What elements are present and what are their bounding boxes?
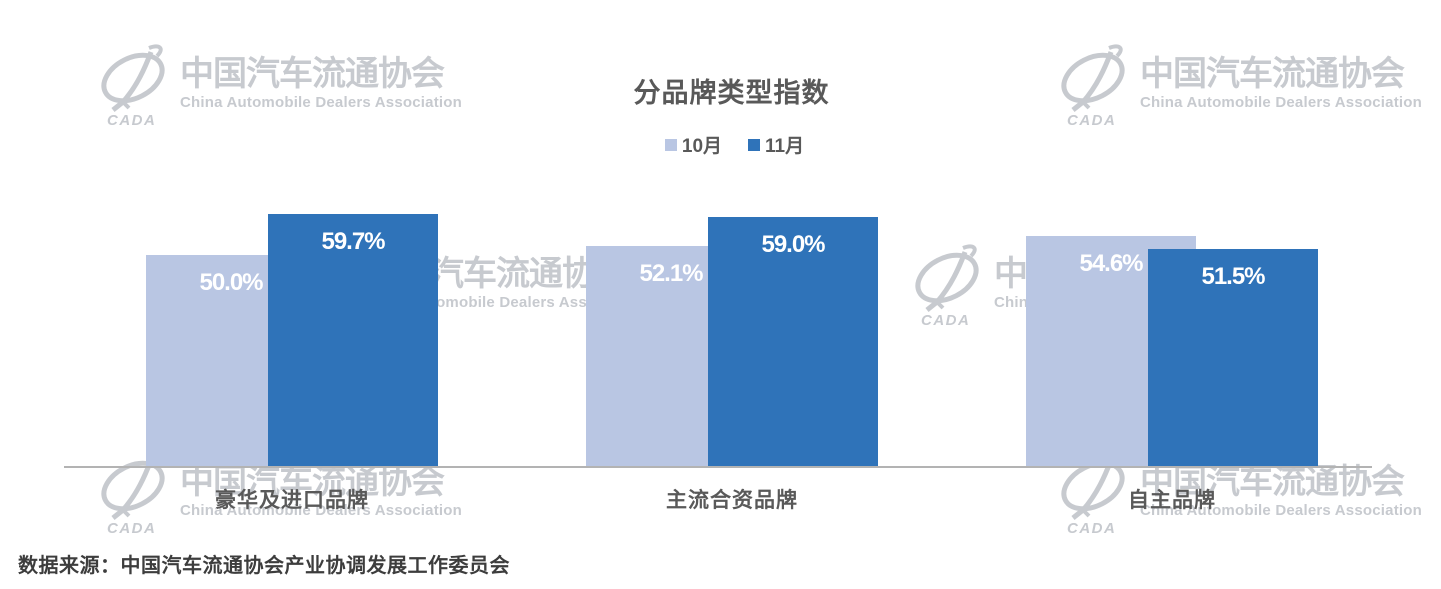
chart-title: 分品牌类型指数 [633, 78, 830, 108]
bar-value-label-10月-category-1: 50.0% [199, 269, 263, 296]
bar-11月-category-3 [1148, 249, 1318, 466]
cada-logo-letters: CADA [1067, 112, 1116, 128]
bar-value-label-11月-category-1: 59.7% [321, 228, 385, 255]
category-label-2: 主流合资品牌 [666, 489, 798, 512]
source-note: 数据来源：中国汽车流通协会产业协调发展工作委员会 [18, 555, 510, 577]
cada-logo-letters: CADA [107, 520, 156, 536]
legend-swatch-icon [664, 138, 677, 151]
x-axis-line [64, 466, 1372, 468]
cada-logo-letters: CADA [1067, 520, 1116, 536]
category-label-3: 自主品牌 [1128, 489, 1216, 512]
bar-value-label-10月-category-2: 52.1% [639, 260, 703, 287]
cada-logo-letters: CADA [107, 112, 156, 128]
bar-11月-category-2 [708, 217, 878, 466]
bar-value-label-11月-category-3: 51.5% [1201, 263, 1265, 290]
cada-logo-letters: CADA [921, 312, 970, 328]
bar-value-label-11月-category-2: 59.0% [761, 231, 825, 258]
legend-item-2: 11月 [748, 131, 804, 158]
legend-label: 10月 [681, 136, 723, 157]
category-label-1: 豪华及进口品牌 [215, 489, 369, 512]
legend-item-1: 10月 [664, 131, 723, 158]
legend-swatch-icon [748, 138, 761, 151]
cada-logo-icon: CADA [915, 244, 979, 328]
legend-label: 11月 [765, 136, 805, 157]
chart-legend: 10月 11月 [14, 131, 1441, 158]
bar-value-label-10月-category-3: 54.6% [1079, 250, 1143, 277]
